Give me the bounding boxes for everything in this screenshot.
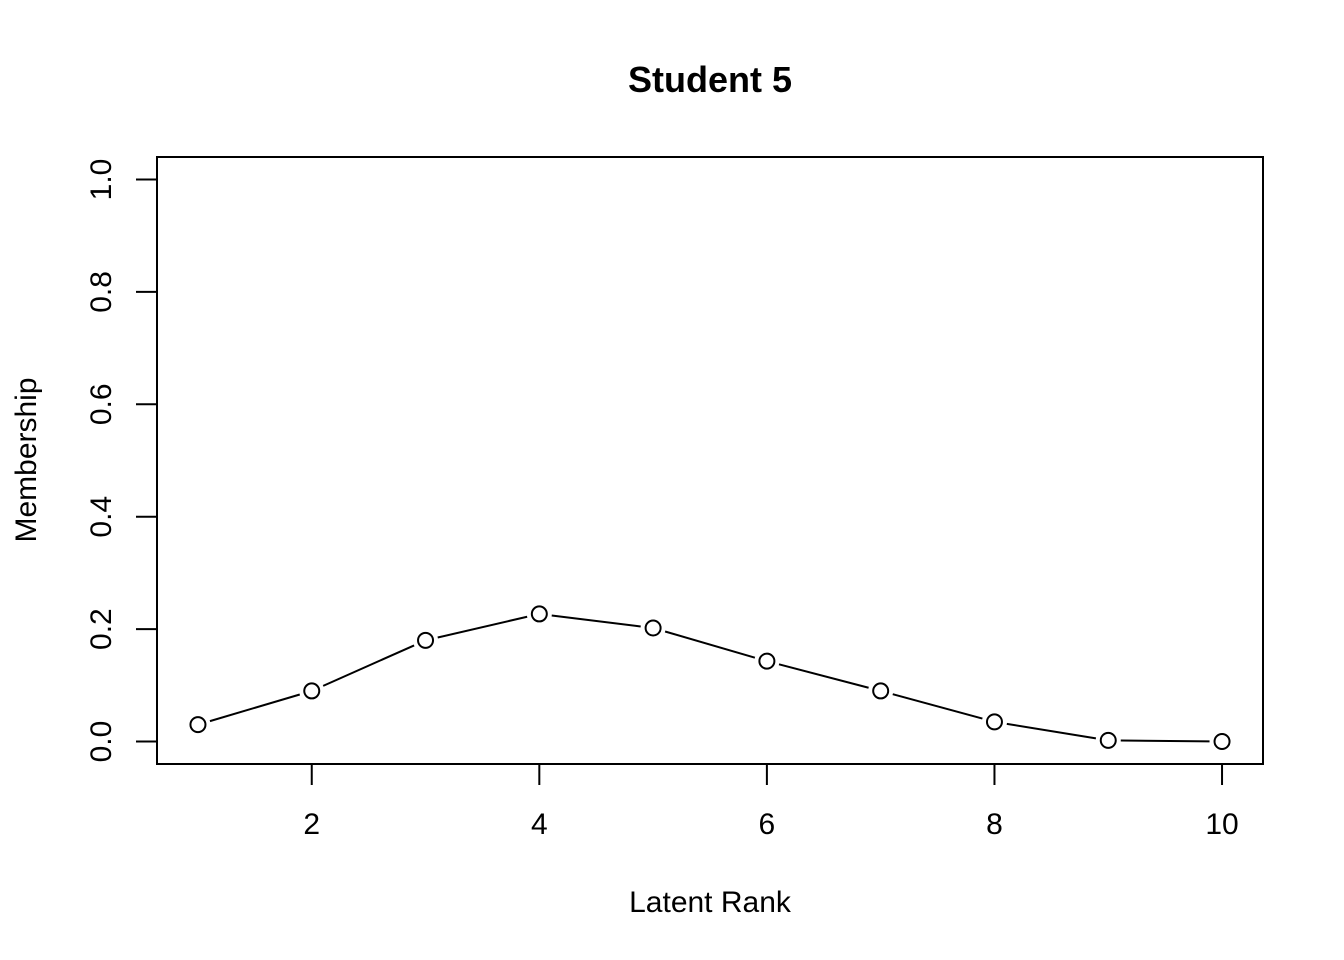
x-tick-label: 6 bbox=[759, 808, 776, 841]
chart-title: Student 5 bbox=[628, 59, 792, 100]
data-point bbox=[985, 713, 1003, 731]
x-axis-ticks: 2 4 6 8 10 bbox=[303, 764, 1239, 841]
plot-frame bbox=[156, 156, 1264, 765]
data-point bbox=[758, 652, 776, 670]
y-tick-label: 1.0 bbox=[85, 159, 118, 201]
y-tick-label: 0.6 bbox=[85, 383, 118, 425]
y-tick-label: 0.8 bbox=[85, 271, 118, 313]
x-tick-label: 2 bbox=[303, 808, 320, 841]
series-line-segment bbox=[551, 614, 641, 628]
x-axis-label: Latent Rank bbox=[629, 886, 792, 919]
data-point bbox=[189, 716, 207, 734]
data-point bbox=[1213, 733, 1231, 751]
x-tick-label: 8 bbox=[986, 808, 1003, 841]
y-axis-ticks: 0.0 0.2 0.4 0.6 0.8 1.0 bbox=[85, 159, 157, 763]
data-point bbox=[1099, 731, 1117, 749]
data-point bbox=[417, 631, 435, 649]
data-series bbox=[189, 605, 1231, 751]
data-point bbox=[644, 619, 662, 637]
y-tick-label: 0.4 bbox=[85, 496, 118, 538]
data-point bbox=[303, 682, 321, 700]
series-line-segment bbox=[437, 615, 528, 639]
series-line-segment bbox=[209, 693, 301, 723]
x-tick-label: 4 bbox=[531, 808, 548, 841]
y-tick-label: 0.2 bbox=[85, 608, 118, 650]
y-axis-label: Membership bbox=[10, 377, 43, 542]
series-line-segment bbox=[664, 630, 756, 659]
data-point bbox=[530, 605, 548, 623]
series-line-segment bbox=[1006, 722, 1097, 740]
data-point bbox=[872, 682, 890, 700]
y-tick-label: 0.0 bbox=[85, 721, 118, 763]
series-line-segment bbox=[778, 663, 869, 689]
series-line-segment bbox=[892, 693, 983, 720]
series-line-segment bbox=[1120, 739, 1210, 743]
x-tick-label: 10 bbox=[1205, 808, 1238, 841]
series-line-segment bbox=[322, 644, 415, 687]
